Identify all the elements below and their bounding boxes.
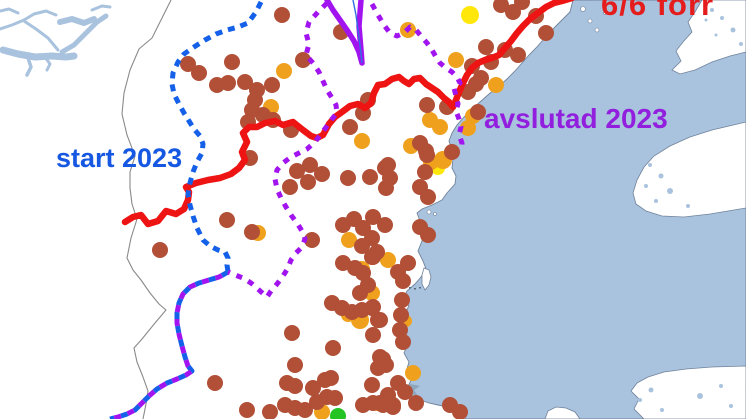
observation-dot <box>365 249 381 265</box>
observation-dots-layer <box>152 0 554 419</box>
observation-dot <box>244 224 260 240</box>
country-border-layer <box>121 0 172 419</box>
observation-dot <box>448 52 464 68</box>
river-track-layer <box>324 0 365 66</box>
observation-dot <box>191 65 207 81</box>
observation-dot <box>327 390 343 406</box>
observation-dot <box>385 397 401 413</box>
observation-dot <box>342 119 358 135</box>
observation-dot <box>304 232 320 248</box>
observation-dot <box>420 227 436 243</box>
observation-dot <box>325 340 341 356</box>
observation-dot <box>514 0 530 10</box>
observation-dot <box>284 325 300 341</box>
observation-dot <box>395 273 411 289</box>
observation-dot <box>264 77 280 93</box>
observation-dot <box>314 166 330 182</box>
observation-dot <box>488 77 504 93</box>
observation-dot <box>370 360 386 376</box>
observation-dot <box>420 189 436 205</box>
label-start-2023: start 2023 <box>56 143 183 173</box>
observation-dot <box>362 169 378 185</box>
observation-dot <box>394 292 410 308</box>
observation-dot <box>461 6 479 24</box>
observation-dot <box>300 174 316 190</box>
observation-dot <box>397 384 413 400</box>
observation-dot <box>408 395 424 411</box>
observation-dot <box>207 375 223 391</box>
observation-dot <box>392 322 408 338</box>
observation-dot <box>297 402 313 418</box>
observation-dot <box>305 380 321 396</box>
observation-dot <box>330 408 346 419</box>
lakes-layer <box>0 4 112 77</box>
observation-dot <box>418 143 434 159</box>
observation-dot <box>478 39 494 55</box>
sea-layer <box>402 0 746 419</box>
observation-dot <box>417 164 433 180</box>
observation-dot <box>405 365 421 381</box>
observation-dot <box>380 252 396 268</box>
dashed-routes-layer <box>109 0 465 419</box>
observation-dot <box>239 402 255 418</box>
observation-dot <box>180 56 196 72</box>
observation-dot <box>287 378 303 394</box>
observation-dot <box>538 25 554 41</box>
observation-dot <box>341 232 357 248</box>
observation-dot <box>393 307 409 323</box>
observation-dot <box>287 357 303 373</box>
observation-dot <box>365 209 381 225</box>
observation-dot <box>354 133 370 149</box>
observation-dot <box>302 157 318 173</box>
observation-dot <box>219 212 235 228</box>
observation-dot <box>470 104 486 120</box>
label-avslutad-2023: avslutad 2023 <box>484 103 668 134</box>
observation-dot <box>510 47 526 63</box>
observation-dot <box>262 404 278 419</box>
observation-dot <box>365 327 381 343</box>
observation-dot <box>276 63 292 79</box>
observation-dot <box>323 370 339 386</box>
observation-dot <box>152 242 168 258</box>
observation-dot <box>295 52 311 68</box>
observation-dot <box>377 217 393 233</box>
observation-dot <box>380 157 396 173</box>
red-route-layer <box>121 0 575 228</box>
observation-dot <box>364 300 380 316</box>
observation-dot <box>237 74 253 90</box>
observation-dot <box>444 144 460 160</box>
observation-dot <box>282 179 298 195</box>
observation-dot <box>335 255 351 271</box>
observation-dot <box>372 312 388 328</box>
observation-dot <box>354 238 370 254</box>
observation-dot <box>220 75 236 91</box>
label-6-6-forr: 6/6 förr <box>601 0 715 22</box>
observation-dot <box>274 7 290 23</box>
observation-dot <box>355 265 371 281</box>
observation-dot <box>452 404 468 419</box>
observation-dot <box>352 285 368 301</box>
observation-dot <box>419 97 435 113</box>
observation-dot <box>378 180 394 196</box>
observation-dot <box>340 170 356 186</box>
observation-dot <box>364 377 380 393</box>
observation-dot <box>493 0 509 13</box>
observation-dot <box>395 334 411 350</box>
observation-dot <box>289 163 305 179</box>
observation-dot <box>432 119 448 135</box>
observation-dot <box>224 54 240 70</box>
observation-dot <box>460 120 476 136</box>
